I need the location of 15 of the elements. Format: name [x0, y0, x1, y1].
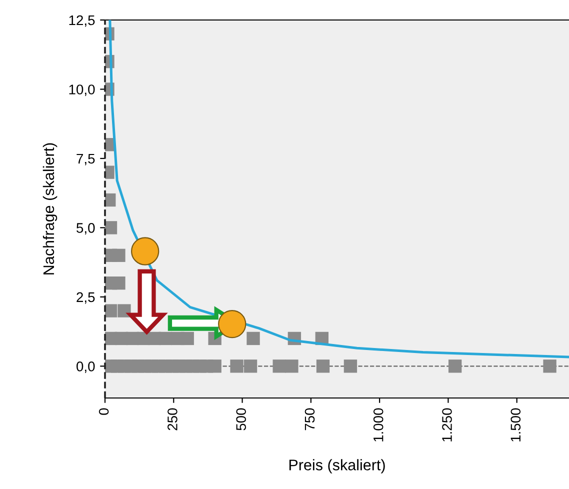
x-tick-label: 500 — [236, 408, 246, 430]
y-tick-label: 10,0 — [69, 84, 95, 96]
y-tick-label: 7,5 — [76, 154, 95, 166]
x-tick-label: 1.250 — [442, 408, 452, 442]
x-tick-label: 0 — [98, 408, 109, 415]
y-tick-label: 0,0 — [76, 361, 95, 373]
y-tick-label: 12,5 — [69, 15, 95, 27]
x-tick-label: 1.000 — [373, 408, 384, 442]
y-tick-label: 2,5 — [76, 292, 95, 304]
y-axis-title: Nachfrage (skaliert) — [42, 143, 58, 274]
x-tick-label: 750 — [304, 408, 315, 430]
y-tick-label: 5,0 — [76, 223, 95, 234]
x-tick-label: 250 — [168, 408, 178, 430]
x-axis-title: Preis (skaliert) — [289, 459, 385, 474]
x-tick-label: 1.500 — [510, 408, 521, 442]
